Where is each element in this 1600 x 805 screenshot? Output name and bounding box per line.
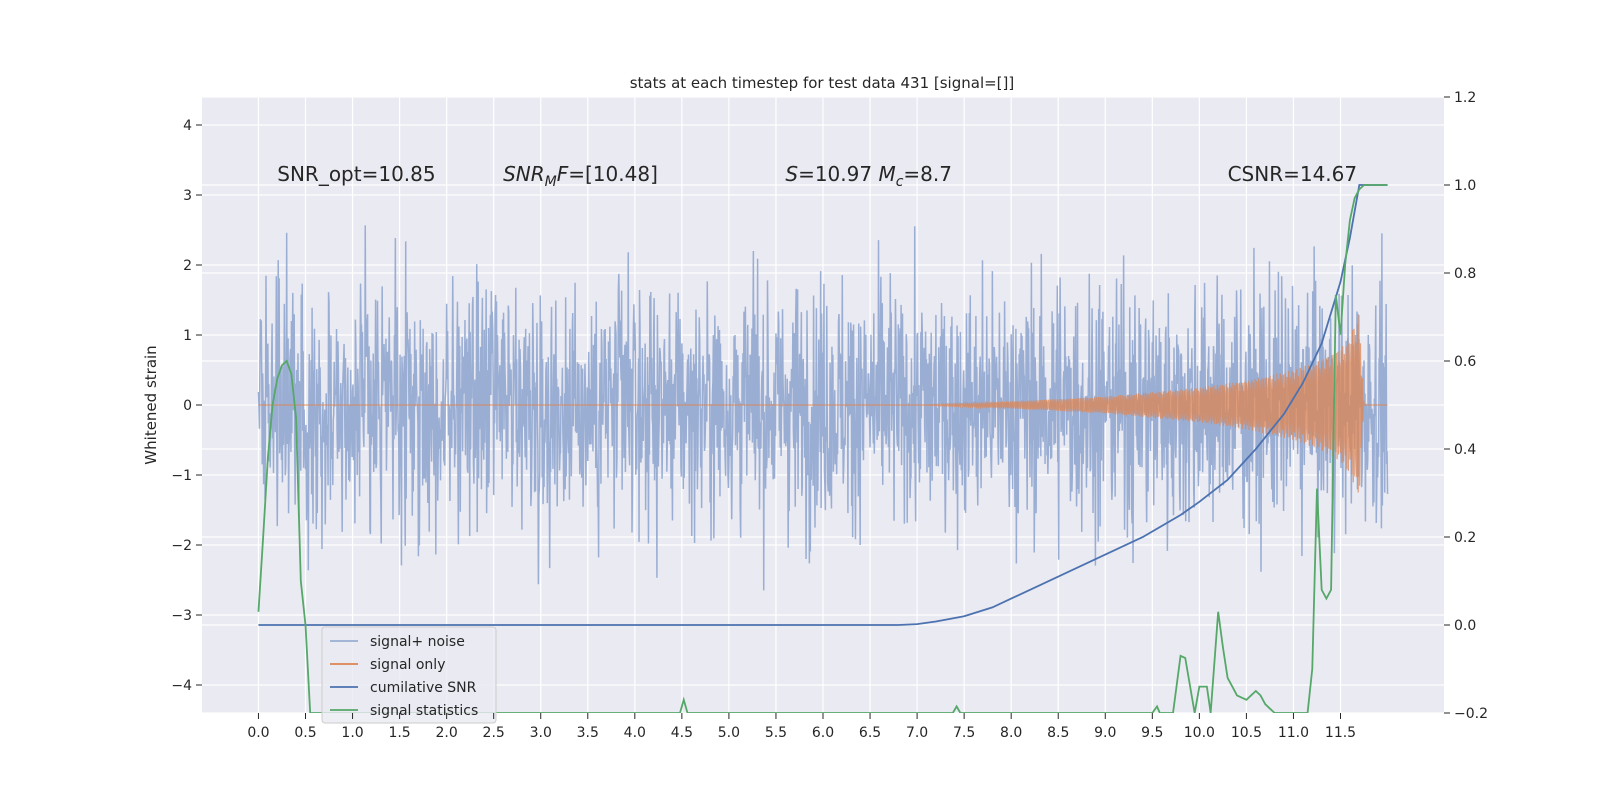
x-tick-label: 0.0 xyxy=(247,725,269,741)
x-tick-label: 8.0 xyxy=(1000,725,1022,741)
x-tick-label: 8.5 xyxy=(1047,725,1069,741)
x-tick-label: 10.5 xyxy=(1231,725,1262,741)
y-tick-label: −3 xyxy=(171,608,192,624)
y-axis-label: Whitened strain xyxy=(142,345,160,464)
y-tick-label: −2 xyxy=(171,538,192,554)
x-tick-label: 3.0 xyxy=(530,725,552,741)
x-tick-label: 3.5 xyxy=(577,725,599,741)
x-tick-label: 4.5 xyxy=(671,725,693,741)
x-tick-label: 5.5 xyxy=(765,725,787,741)
y-tick-label: 2 xyxy=(183,258,192,274)
legend-box xyxy=(321,626,497,724)
legend-label: cumilative SNR xyxy=(370,680,477,696)
y-tick-label: −4 xyxy=(171,678,192,694)
x-tick-label: 2.0 xyxy=(436,725,458,741)
y-right-tick-label: 0.8 xyxy=(1454,266,1476,282)
y-tick-label: 4 xyxy=(183,118,192,134)
x-tick-label: 7.5 xyxy=(953,725,975,741)
x-tick-label: 5.0 xyxy=(718,725,740,741)
x-tick-label: 2.5 xyxy=(483,725,505,741)
series-cumulative-snr xyxy=(258,184,1388,626)
x-tick-label: 9.0 xyxy=(1094,725,1116,741)
annotation-mc-value: =8.7 xyxy=(903,162,952,186)
annotation-snr-mf-sub: M xyxy=(545,174,557,190)
y-right-tick-label: 0.4 xyxy=(1454,442,1476,458)
y-right-tick-label: 0.0 xyxy=(1454,618,1476,634)
x-tick-label: 1.5 xyxy=(388,725,410,741)
annotation-snr-mf: SNRMF=[10.48] xyxy=(503,162,658,190)
legend-label: signal only xyxy=(370,657,445,673)
y-right-tick-label: 0.2 xyxy=(1454,530,1476,546)
annotation-s-value: =10.97 xyxy=(798,162,878,186)
annotation-csnr: CSNR=14.67 xyxy=(1228,162,1358,186)
x-tick-label: 4.0 xyxy=(624,725,646,741)
annotation-s-mc: S=10.97 Mc=8.7 xyxy=(785,162,952,190)
x-tick-label: 10.0 xyxy=(1184,725,1215,741)
legend-label: signal+ noise xyxy=(370,634,465,650)
series-signal-only xyxy=(258,315,1388,493)
y-tick-label: 3 xyxy=(183,188,192,204)
annotation-s: S xyxy=(785,162,798,186)
chart-title: stats at each timestep for test data 431… xyxy=(630,74,1015,92)
x-tick-label: 6.5 xyxy=(859,725,881,741)
annotation-mc: M xyxy=(878,162,895,186)
y-right-tick-label: 1.2 xyxy=(1454,90,1476,106)
x-tick-label: 6.0 xyxy=(812,725,834,741)
annotation-snr-mf-tail: F xyxy=(557,162,569,186)
annotation-snr-mf-value: =[10.48] xyxy=(568,162,658,186)
annotation-mc-sub: c xyxy=(896,174,904,190)
y-right-tick-label: 1.0 xyxy=(1454,178,1476,194)
series-signal-statistics xyxy=(257,184,1388,713)
x-tick-label: 1.0 xyxy=(341,725,363,741)
x-tick-label: 9.5 xyxy=(1141,725,1163,741)
y-tick-label: 0 xyxy=(183,398,192,414)
annotation-snr-opt: SNR_opt=10.85 xyxy=(277,162,435,186)
legend-label: signal statistics xyxy=(370,703,478,719)
y-right-tick-label: 0.6 xyxy=(1454,354,1476,370)
x-tick-label: 7.0 xyxy=(906,725,928,741)
x-tick-label: 11.5 xyxy=(1325,725,1356,741)
x-tick-label: 11.0 xyxy=(1278,725,1309,741)
x-tick-label: 0.5 xyxy=(294,725,316,741)
y-tick-label: 1 xyxy=(183,328,192,344)
y-right-tick-label: −0.2 xyxy=(1454,706,1488,722)
annotation-snr-mf-main: SNR xyxy=(503,162,545,186)
y-tick-label: −1 xyxy=(171,468,192,484)
